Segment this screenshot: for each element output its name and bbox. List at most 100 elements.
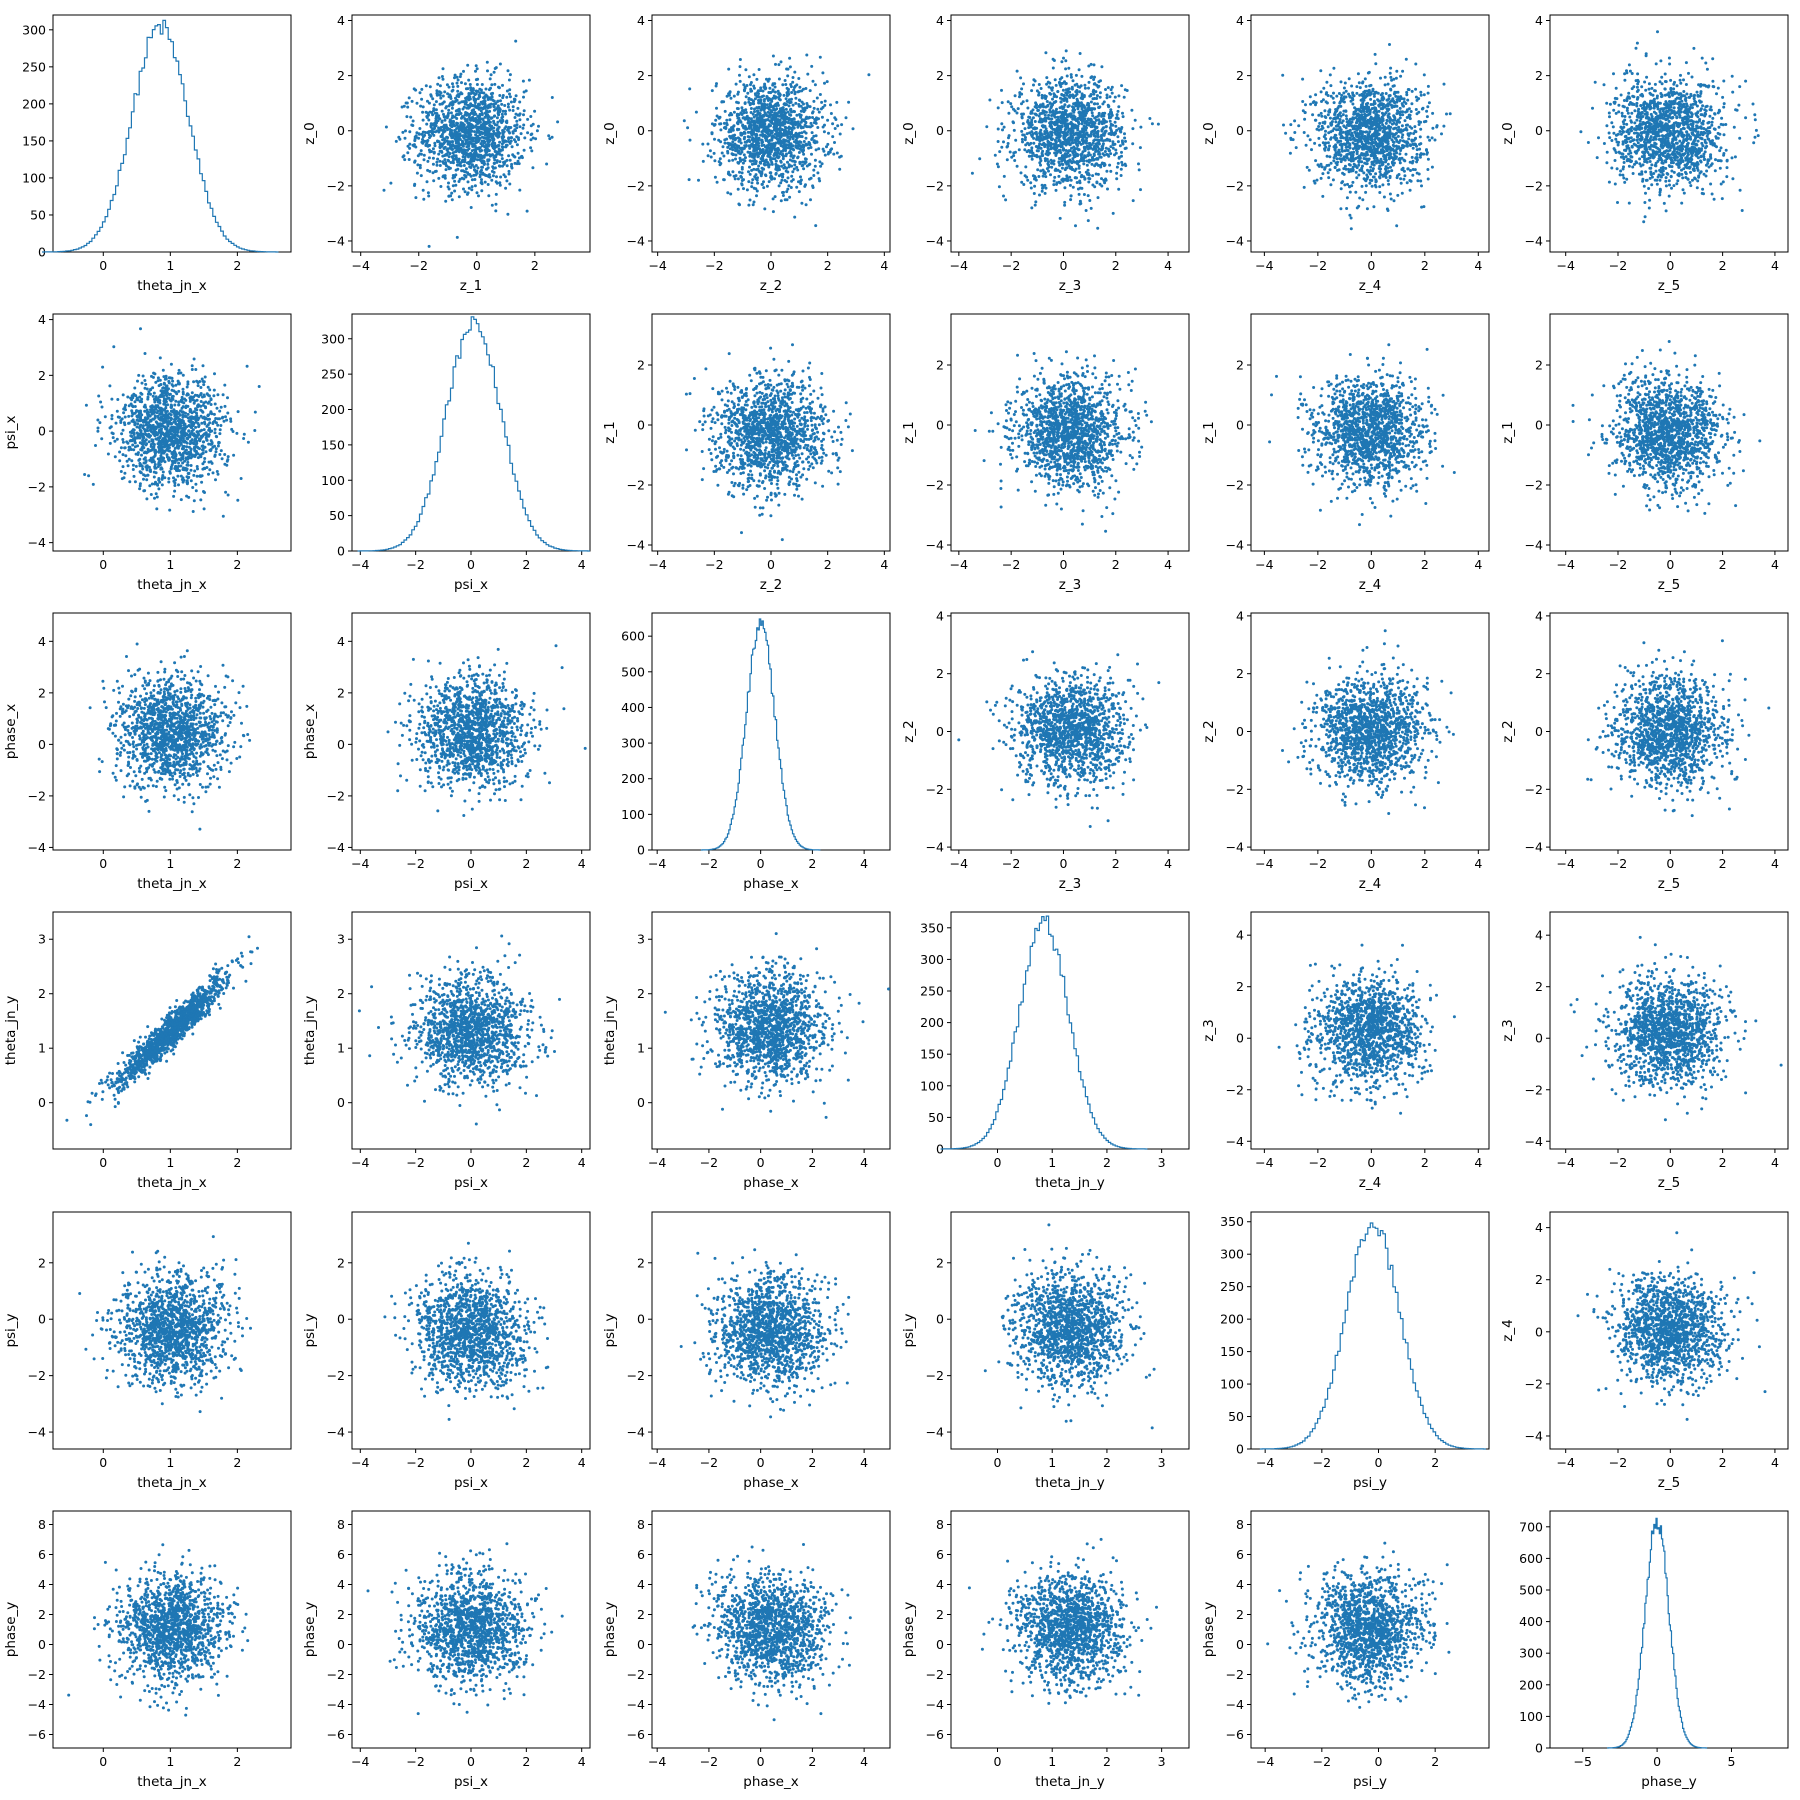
scatter-point <box>472 113 475 116</box>
scatter-point <box>508 109 511 112</box>
scatter-point <box>492 122 495 125</box>
scatter-point <box>434 130 437 133</box>
hist-theta-jn-x-ytick-label: 200 <box>22 96 46 111</box>
scatter-point <box>507 103 510 106</box>
scatter-point <box>495 203 498 206</box>
scatter-point <box>481 101 484 104</box>
hist-theta-jn-y-xtick-label: 3 <box>1158 1155 1166 1170</box>
scatter-point <box>389 182 392 185</box>
scatter-point <box>431 130 434 133</box>
scatter-point <box>805 137 808 140</box>
scatter-point <box>433 151 436 154</box>
scatter-point <box>405 115 408 118</box>
scatter-point <box>440 150 443 153</box>
scatter-point <box>788 196 791 199</box>
hist-theta-jn-x-ytick-label: 50 <box>30 207 46 222</box>
scatter-point <box>497 100 500 103</box>
scatter-point <box>438 140 441 143</box>
scatter-point <box>464 113 467 116</box>
scatter-point <box>493 171 496 174</box>
hist-phase-x-xlabel: phase_x <box>743 876 798 892</box>
scatter-point <box>490 83 493 86</box>
hist-psi-y-xlabel: psi_y <box>1353 1475 1387 1491</box>
scatter-point <box>477 103 480 106</box>
scatter-point <box>474 99 477 102</box>
scatter-point <box>526 210 529 213</box>
scatter-point <box>823 130 826 133</box>
scatter-point <box>432 147 435 150</box>
hist-psi-x-xtick-label: 0 <box>467 557 475 572</box>
scatter-point <box>463 150 466 153</box>
scatter-point <box>501 84 504 87</box>
scatter-point <box>522 127 525 130</box>
scatter-point <box>427 195 430 198</box>
hist-theta-jn-y-frame <box>951 912 1189 1149</box>
scatter-point <box>422 105 425 108</box>
scatter-point <box>430 95 433 98</box>
scatter-point <box>449 130 452 133</box>
scatter-point <box>432 171 435 174</box>
scatter-point <box>439 97 442 100</box>
scatter-point <box>442 67 445 70</box>
hist-phase-y: −5 0 50100200300400500600700phase_y <box>1519 1511 1788 1790</box>
scatter-point <box>483 95 486 98</box>
hist-psi-x-ytick-label: 50 <box>329 508 345 523</box>
scatter-point <box>425 84 428 87</box>
scatter-point <box>499 63 502 66</box>
scatter-point <box>508 88 511 91</box>
scatter-point <box>426 180 429 183</box>
scatter-point <box>438 160 441 163</box>
hist-theta-jn-y-xlabel: theta_jn_y <box>1035 1175 1105 1191</box>
scatter-point <box>485 168 488 171</box>
scatter-point <box>480 156 483 159</box>
scatter-point <box>505 120 508 123</box>
hist-phase-x: −4 −2 0 2 40100200300400500600phase_x <box>621 613 890 892</box>
scatter-point <box>493 144 496 147</box>
scatter-point <box>501 120 504 123</box>
scatter-point <box>425 143 428 146</box>
scatter-point <box>433 122 436 125</box>
scatter-point <box>500 103 503 106</box>
scatter-point <box>516 107 519 110</box>
scatter-point <box>483 163 486 166</box>
scatter-point <box>427 119 430 122</box>
scatter-point <box>522 113 525 116</box>
scatter-point <box>485 109 488 112</box>
scatter-point <box>465 154 468 157</box>
scatter-point <box>466 64 469 67</box>
scatter-point <box>499 165 502 168</box>
hist-theta-jn-y-step-line <box>941 916 1148 1149</box>
scatter-point <box>453 180 456 183</box>
hist-phase-y-xtick-label: 0 <box>1653 1754 1661 1769</box>
scatter-point <box>493 156 496 159</box>
scatter-point <box>408 147 411 150</box>
scatter-point <box>485 122 488 125</box>
scatter-point <box>451 90 454 93</box>
scatter-point <box>492 135 495 138</box>
scatter-point <box>492 141 495 144</box>
scatter-point <box>442 95 445 98</box>
scatter-point <box>475 78 478 81</box>
scatter-point <box>478 95 481 98</box>
scatter-point <box>466 149 469 152</box>
scatter-point <box>413 161 416 164</box>
hist-phase-x-ytick-label: 200 <box>621 771 645 786</box>
scatter-point <box>476 83 479 86</box>
scatter-point <box>465 167 468 170</box>
scatter-point <box>504 113 507 116</box>
scatter-point <box>486 69 489 72</box>
scatter-point <box>471 109 474 112</box>
scatter-point <box>441 121 444 124</box>
scatter-point <box>419 91 422 94</box>
scatter-point <box>462 131 465 134</box>
scatter-point <box>493 147 496 150</box>
scatter-point <box>814 83 817 86</box>
scatter-z-0-vs-z-2-ylabel: z_0 <box>602 122 618 144</box>
scatter-point <box>425 123 428 126</box>
hist-psi-x-xlabel: psi_x <box>454 577 488 593</box>
scatter-point <box>531 166 534 169</box>
scatter-point <box>436 164 439 167</box>
scatter-point <box>488 153 491 156</box>
scatter-point <box>447 182 450 185</box>
scatter-point <box>800 110 803 113</box>
